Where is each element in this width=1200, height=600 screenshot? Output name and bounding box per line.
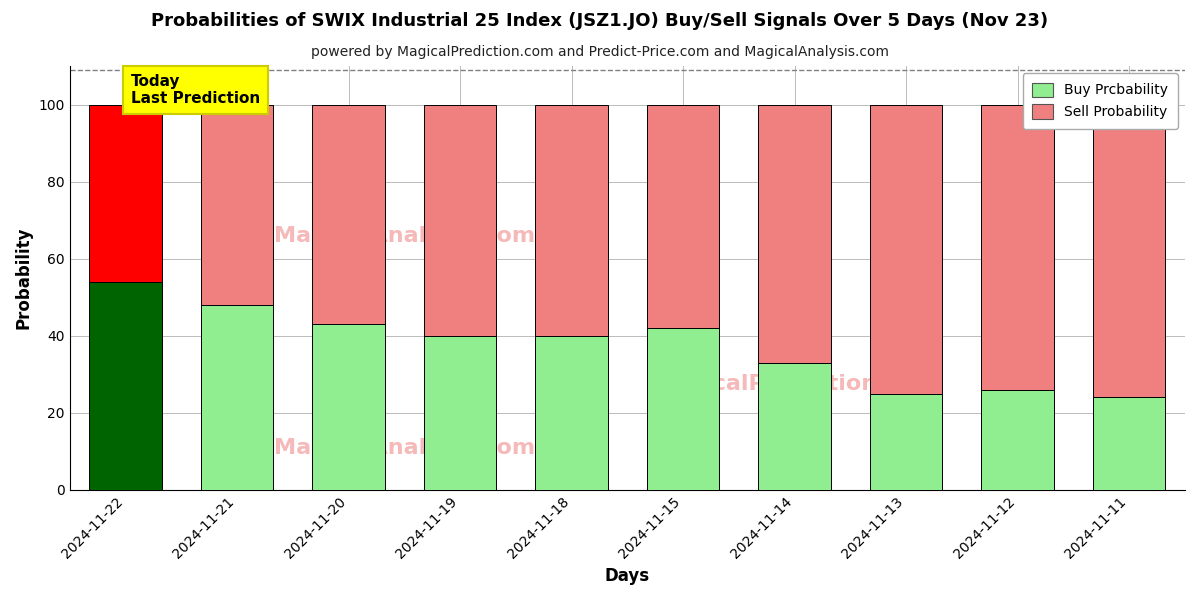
Bar	[424, 104, 497, 336]
Bar	[200, 104, 274, 305]
Text: Probabilities of SWIX Industrial 25 Index (JSZ1.JO) Buy/Sell Signals Over 5 Days: Probabilities of SWIX Industrial 25 Inde…	[151, 12, 1049, 30]
Bar	[870, 104, 942, 394]
Bar	[89, 282, 162, 490]
Bar	[647, 328, 720, 490]
Bar	[1093, 397, 1165, 490]
Bar	[535, 336, 608, 490]
Bar	[982, 104, 1054, 390]
Bar	[312, 104, 385, 324]
Bar	[758, 363, 830, 490]
Bar	[200, 305, 274, 490]
Legend: Buy Prcbability, Sell Probability: Buy Prcbability, Sell Probability	[1022, 73, 1178, 129]
Bar	[647, 104, 720, 328]
Y-axis label: Probability: Probability	[14, 227, 34, 329]
Bar	[982, 390, 1054, 490]
Bar	[870, 394, 942, 490]
Text: powered by MagicalPrediction.com and Predict-Price.com and MagicalAnalysis.com: powered by MagicalPrediction.com and Pre…	[311, 45, 889, 59]
Text: Today
Last Prediction: Today Last Prediction	[131, 74, 260, 106]
Text: MagicalPrediction.com: MagicalPrediction.com	[652, 374, 937, 394]
Bar	[424, 336, 497, 490]
Text: MagicalAnalysis.com: MagicalAnalysis.com	[274, 437, 535, 458]
Bar	[89, 104, 162, 282]
Bar	[535, 104, 608, 336]
Bar	[312, 324, 385, 490]
Bar	[758, 104, 830, 363]
Text: MagicalAnalysis.com: MagicalAnalysis.com	[274, 226, 535, 245]
X-axis label: Days: Days	[605, 567, 650, 585]
Bar	[1093, 104, 1165, 397]
